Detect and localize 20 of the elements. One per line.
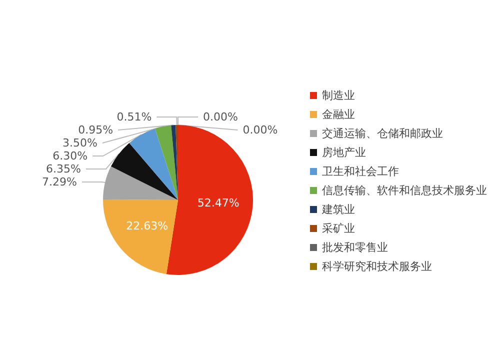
- data-label: 22.63%: [126, 220, 168, 233]
- legend-label: 卫生和社会工作: [322, 165, 399, 178]
- text: 0.00%: [242, 124, 278, 136]
- legend-label: 金融业: [322, 108, 355, 121]
- legend-label: 建筑业: [321, 203, 355, 216]
- data-label: 0.51%: [116, 110, 152, 124]
- legend-label: 制造业: [322, 89, 355, 102]
- data-label: 0.95%: [78, 124, 114, 137]
- data-label: 3.50%: [62, 136, 98, 150]
- legend-label: 科学研究和技术服务业: [322, 260, 432, 273]
- data-label: 6.35%: [46, 162, 81, 176]
- legend-label: 采矿业: [322, 222, 355, 235]
- legend-label: 交通运输、仓储和邮政业: [322, 127, 443, 140]
- data-label: 7.29%: [42, 176, 77, 189]
- legend-label: 批发和零售业: [322, 241, 388, 254]
- data-label: 6.30%: [52, 150, 88, 163]
- text: 0.00%: [203, 110, 238, 124]
- legend-label: 房地产业: [322, 146, 366, 159]
- legend-label: 信息传输、软件和信息技术服务业: [322, 184, 487, 197]
- data-label: 52.47%: [197, 196, 240, 210]
